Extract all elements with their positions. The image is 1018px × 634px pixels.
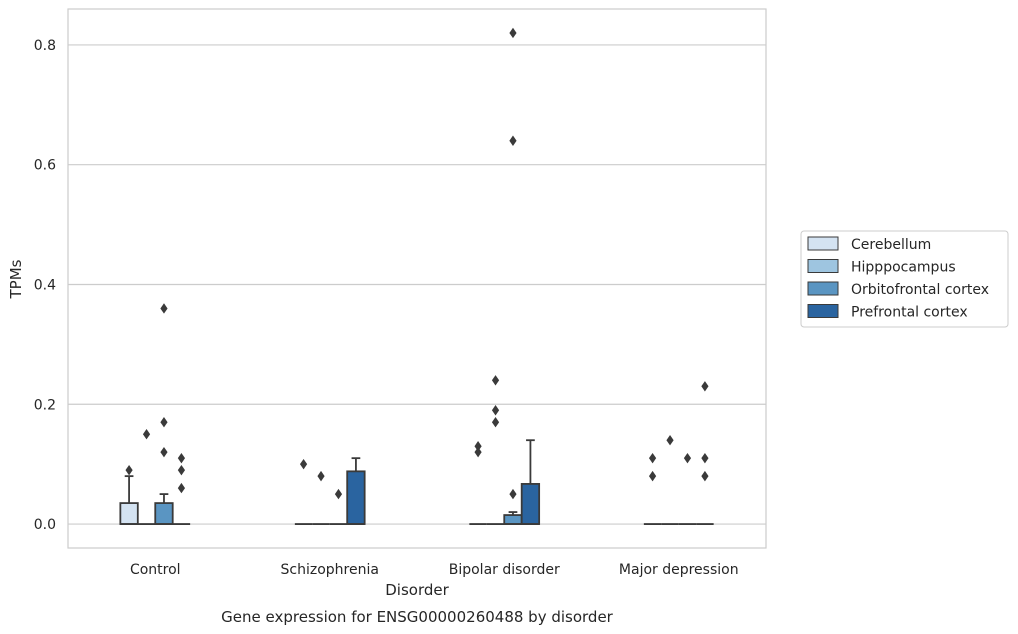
legend-label: Hipppocampus — [851, 260, 956, 276]
box-body — [119, 502, 139, 525]
legend: Cerebellum Hipppocampus Orbitofrontal cort… — [800, 230, 1009, 328]
x-tick-label: Bipolar disorder — [449, 562, 560, 578]
legend-label: Cerebellum — [851, 237, 931, 253]
box — [503, 511, 523, 525]
outlier-point — [160, 303, 168, 314]
legend-label: Prefrontal cortex — [851, 305, 968, 321]
box-body — [346, 470, 366, 525]
gridlines — [68, 44, 766, 525]
x-tick-label: Schizophrenia — [281, 562, 379, 578]
outlier-point — [491, 375, 500, 386]
outlier-point — [666, 435, 674, 446]
y-tick-label: 0.6 — [34, 158, 56, 174]
box — [154, 493, 174, 525]
legend-item: Hipppocampus — [807, 259, 956, 276]
outlier-point — [125, 464, 133, 476]
legend-swatch — [807, 281, 839, 296]
y-tick-label: 0.8 — [34, 38, 56, 54]
outlier-points — [125, 27, 709, 500]
box-body — [503, 514, 523, 525]
outlier-point — [299, 458, 308, 470]
outlier-point — [177, 452, 186, 464]
x-axis-ticks: Control Schizophrenia Bipolar disorder Majo… — [130, 562, 739, 578]
legend-item: Prefrontal cortex — [807, 304, 968, 321]
outlier-point — [648, 452, 657, 464]
box-body — [520, 483, 541, 525]
outlier-point — [509, 135, 517, 146]
outlier-point — [509, 488, 517, 500]
legend-label: Orbitofrontal cortex — [851, 282, 989, 298]
outlier-point — [701, 452, 709, 464]
y-tick-label: 0.2 — [34, 397, 56, 413]
x-axis-label: Disorder — [385, 581, 449, 599]
legend-swatch — [807, 236, 839, 251]
outlier-point — [701, 381, 709, 392]
outlier-point — [491, 417, 500, 428]
outlier-point — [177, 482, 186, 494]
outlier-point — [491, 405, 500, 416]
outlier-point — [648, 470, 657, 482]
outlier-point — [474, 446, 482, 458]
outlier-point — [317, 470, 325, 482]
outlier-point — [701, 470, 709, 482]
outlier-point — [474, 440, 482, 452]
plot-area-frame — [67, 8, 767, 549]
outlier-point — [177, 464, 186, 476]
x-tick-label: Control — [130, 562, 181, 578]
chart-caption: Gene expression for ENSG00000260488 by d… — [221, 608, 614, 626]
x-tick-label: Major depression — [619, 562, 739, 578]
outlier-point — [683, 452, 692, 464]
legend-item: Orbitofrontal cortex — [807, 281, 989, 298]
outlier-point — [142, 429, 151, 440]
box — [520, 439, 541, 525]
y-axis-ticks: 0.0 0.2 0.4 0.6 0.8 — [34, 38, 56, 533]
box-series — [119, 439, 714, 525]
outlier-point — [509, 27, 517, 39]
y-tick-label: 0.4 — [34, 277, 56, 293]
outlier-point — [160, 417, 168, 428]
legend-item: Cerebellum — [807, 236, 931, 253]
legend-frame — [800, 230, 1009, 328]
y-tick-label: 0.0 — [34, 517, 56, 533]
legend-swatch — [807, 259, 839, 273]
box — [346, 457, 366, 525]
box — [119, 475, 139, 525]
box-body — [154, 502, 174, 525]
outlier-point — [334, 488, 343, 500]
legend-swatch — [807, 304, 839, 318]
outlier-point — [160, 446, 168, 458]
y-axis-label: TPMs — [7, 259, 25, 299]
